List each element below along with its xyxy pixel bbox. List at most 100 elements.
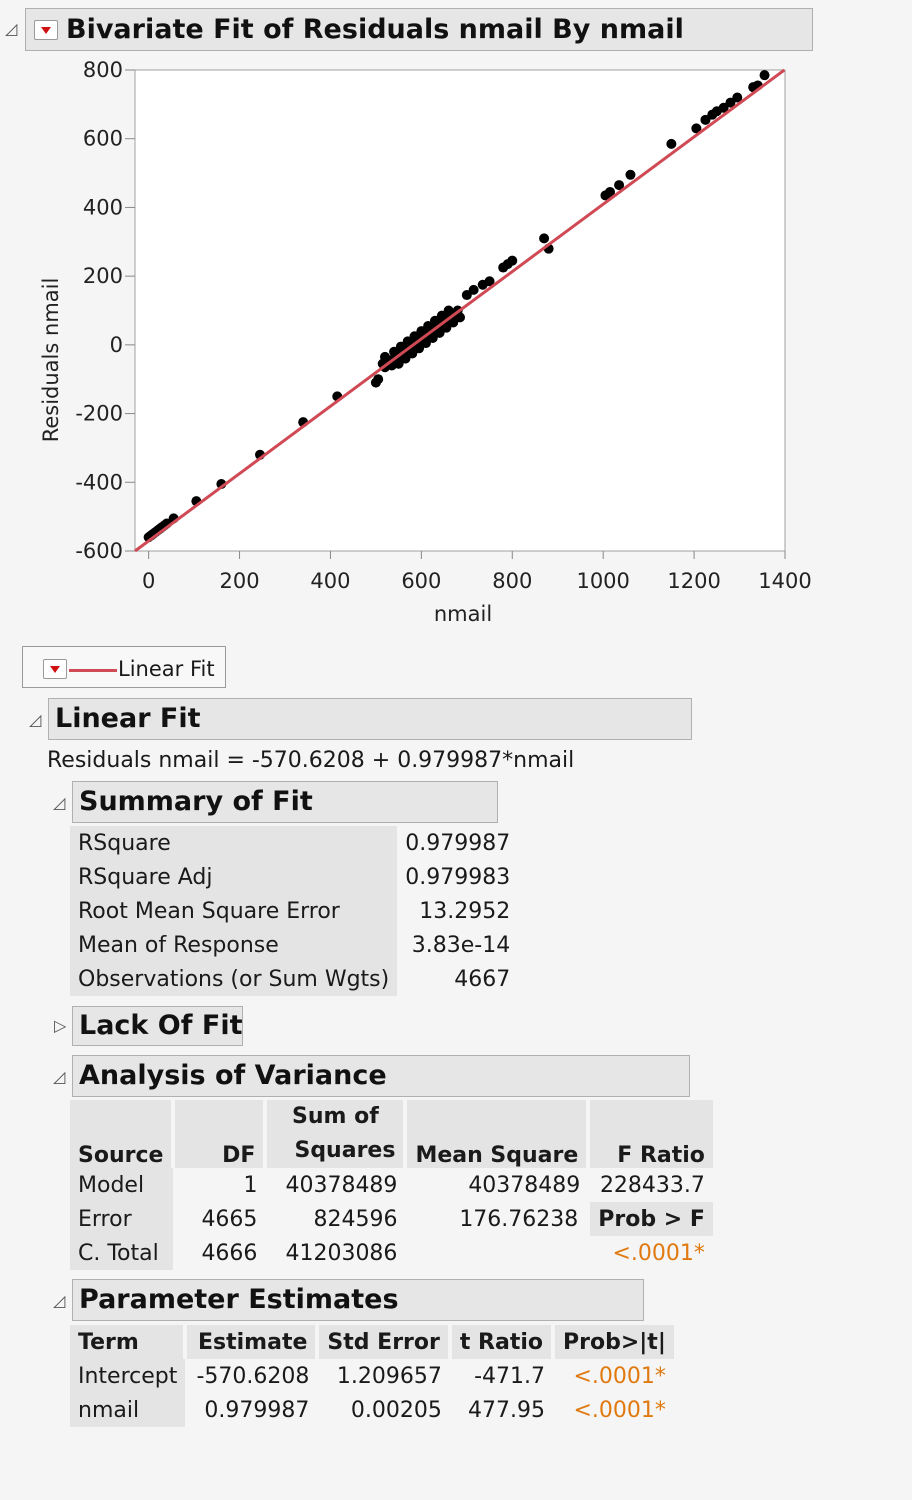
col-t-ratio: t Ratio — [447, 1325, 553, 1359]
data-point — [430, 315, 440, 326]
summary-label: RSquare Adj — [70, 860, 398, 894]
red-triangle-menu-icon[interactable] — [43, 659, 67, 679]
fit-line — [134, 68, 786, 553]
data-point — [416, 326, 427, 337]
x-tick-label: 0 — [142, 569, 155, 593]
summary-value: 3.83e-14 — [411, 932, 511, 958]
data-point — [400, 353, 411, 364]
parameter-estimates-header: Parameter Estimates — [72, 1279, 644, 1321]
summary-of-fit-title: Summary of Fit — [79, 786, 313, 817]
data-point — [389, 346, 400, 357]
x-tick-label: 200 — [219, 569, 259, 593]
anova-ms — [405, 1236, 588, 1270]
y-tick-label: 400 — [83, 195, 123, 219]
anova-ss: 824596 — [313, 1206, 398, 1232]
pe-std-error: 0.00205 — [350, 1397, 442, 1423]
collapse-triangle-icon[interactable]: ◿ — [53, 1291, 66, 1310]
col-f-ratio: F Ratio — [586, 1100, 713, 1168]
collapse-triangle-icon[interactable]: ◿ — [53, 1067, 66, 1086]
data-point — [455, 312, 465, 323]
data-point — [402, 336, 413, 347]
data-point — [448, 317, 459, 328]
anova-source: Model — [70, 1168, 174, 1202]
y-tick-label: 800 — [83, 58, 123, 82]
x-tick-label: 800 — [492, 569, 532, 593]
anova-f: 228433.7 — [599, 1172, 705, 1198]
anova-table: Source DF Sum of Squares Mean Square F R… — [70, 1100, 713, 1270]
data-point — [725, 97, 736, 108]
col-term: Term — [70, 1325, 186, 1359]
data-point — [409, 331, 420, 342]
table-row: nmail 0.979987 0.00205 477.95 <.0001* — [70, 1393, 674, 1427]
lack-of-fit-title: Lack Of Fit — [79, 1010, 243, 1041]
table-row: Mean of Response 3.83e-14 — [70, 928, 518, 962]
col-mean-square: Mean Square — [403, 1100, 589, 1168]
fit-line-swatch — [69, 669, 117, 672]
anova-df: 1 — [243, 1172, 258, 1198]
data-point — [427, 332, 438, 343]
table-row: Observations (or Sum Wgts) 4667 — [70, 962, 518, 996]
table-row: RSquare 0.979987 — [70, 826, 518, 860]
pe-term: Intercept — [70, 1359, 186, 1393]
collapse-triangle-icon[interactable]: ◿ — [5, 19, 18, 38]
x-tick-label: 1200 — [667, 569, 720, 593]
anova-ss: 41203086 — [285, 1240, 398, 1266]
data-point — [614, 180, 625, 191]
data-point — [441, 322, 452, 333]
summary-label: RSquare — [70, 826, 398, 860]
summary-label: Mean of Response — [70, 928, 398, 962]
anova-ss: 40378489 — [285, 1172, 398, 1198]
data-point — [507, 255, 518, 266]
table-row: Model 1 40378489 40378489 228433.7 — [70, 1168, 713, 1202]
parameter-estimates-title: Parameter Estimates — [79, 1284, 399, 1315]
y-tick-label: -400 — [75, 470, 123, 494]
red-triangle-menu-icon[interactable] — [34, 20, 58, 40]
data-point — [423, 320, 434, 331]
y-axis-label: Residuals nmail — [39, 278, 63, 443]
anova-ms: 40378489 — [468, 1172, 581, 1198]
y-tick-label: 600 — [83, 127, 123, 151]
pe-estimate: 0.979987 — [204, 1397, 310, 1423]
pe-std-error: 1.209657 — [336, 1363, 442, 1389]
col-prob-t: Prob>|t| — [551, 1325, 674, 1359]
data-point — [395, 341, 406, 352]
x-tick-label: 400 — [310, 569, 350, 593]
anova-title: Analysis of Variance — [79, 1060, 387, 1091]
table-row: RSquare Adj 0.979983 — [70, 860, 518, 894]
linear-fit-header: Linear Fit — [48, 698, 692, 740]
lack-of-fit-header[interactable]: Lack Of Fit — [72, 1006, 243, 1046]
collapse-triangle-icon[interactable]: ◿ — [53, 793, 66, 812]
scatter-chart: 800 600 400 200 0 -200 -400 -600 0 200 400 600 800 1… — [39, 58, 812, 626]
col-estimate: Estimate — [183, 1325, 318, 1359]
y-tick-label: 200 — [83, 264, 123, 288]
summary-value: 0.979987 — [405, 830, 511, 856]
data-point — [420, 338, 431, 349]
x-tick-label: 1000 — [576, 569, 629, 593]
data-point — [468, 284, 479, 295]
x-axis-label: nmail — [434, 602, 492, 626]
data-point — [605, 186, 615, 197]
collapse-triangle-icon[interactable]: ◿ — [29, 710, 42, 729]
summary-of-fit-table: RSquare 0.979987 RSquare Adj 0.979983 Root… — [70, 826, 518, 996]
data-point — [393, 358, 404, 369]
summary-value: 4667 — [454, 966, 511, 992]
expand-triangle-icon[interactable]: ▷ — [54, 1016, 67, 1035]
col-squares: Squares — [294, 1138, 396, 1163]
summary-value: 13.2952 — [419, 898, 511, 924]
summary-label: Observations (or Sum Wgts) — [70, 962, 398, 996]
anova-header: Analysis of Variance — [72, 1055, 690, 1097]
data-point — [484, 276, 495, 287]
pe-t-ratio: 477.95 — [468, 1397, 545, 1423]
data-point — [443, 305, 454, 316]
y-tick-label: -200 — [75, 402, 123, 426]
data-point — [732, 92, 743, 103]
fit-equation: Residuals nmail = -570.6208 + 0.979987*n… — [47, 748, 575, 773]
data-point — [434, 327, 445, 338]
table-row: Root Mean Square Error 13.2952 — [70, 894, 518, 928]
report-title: Bivariate Fit of Residuals nmail By nmai… — [66, 14, 684, 45]
data-point — [625, 169, 636, 180]
data-point — [407, 348, 418, 359]
legend-box: Linear Fit — [22, 646, 226, 688]
summary-label: Root Mean Square Error — [70, 894, 398, 928]
anova-df: 4666 — [201, 1240, 258, 1266]
